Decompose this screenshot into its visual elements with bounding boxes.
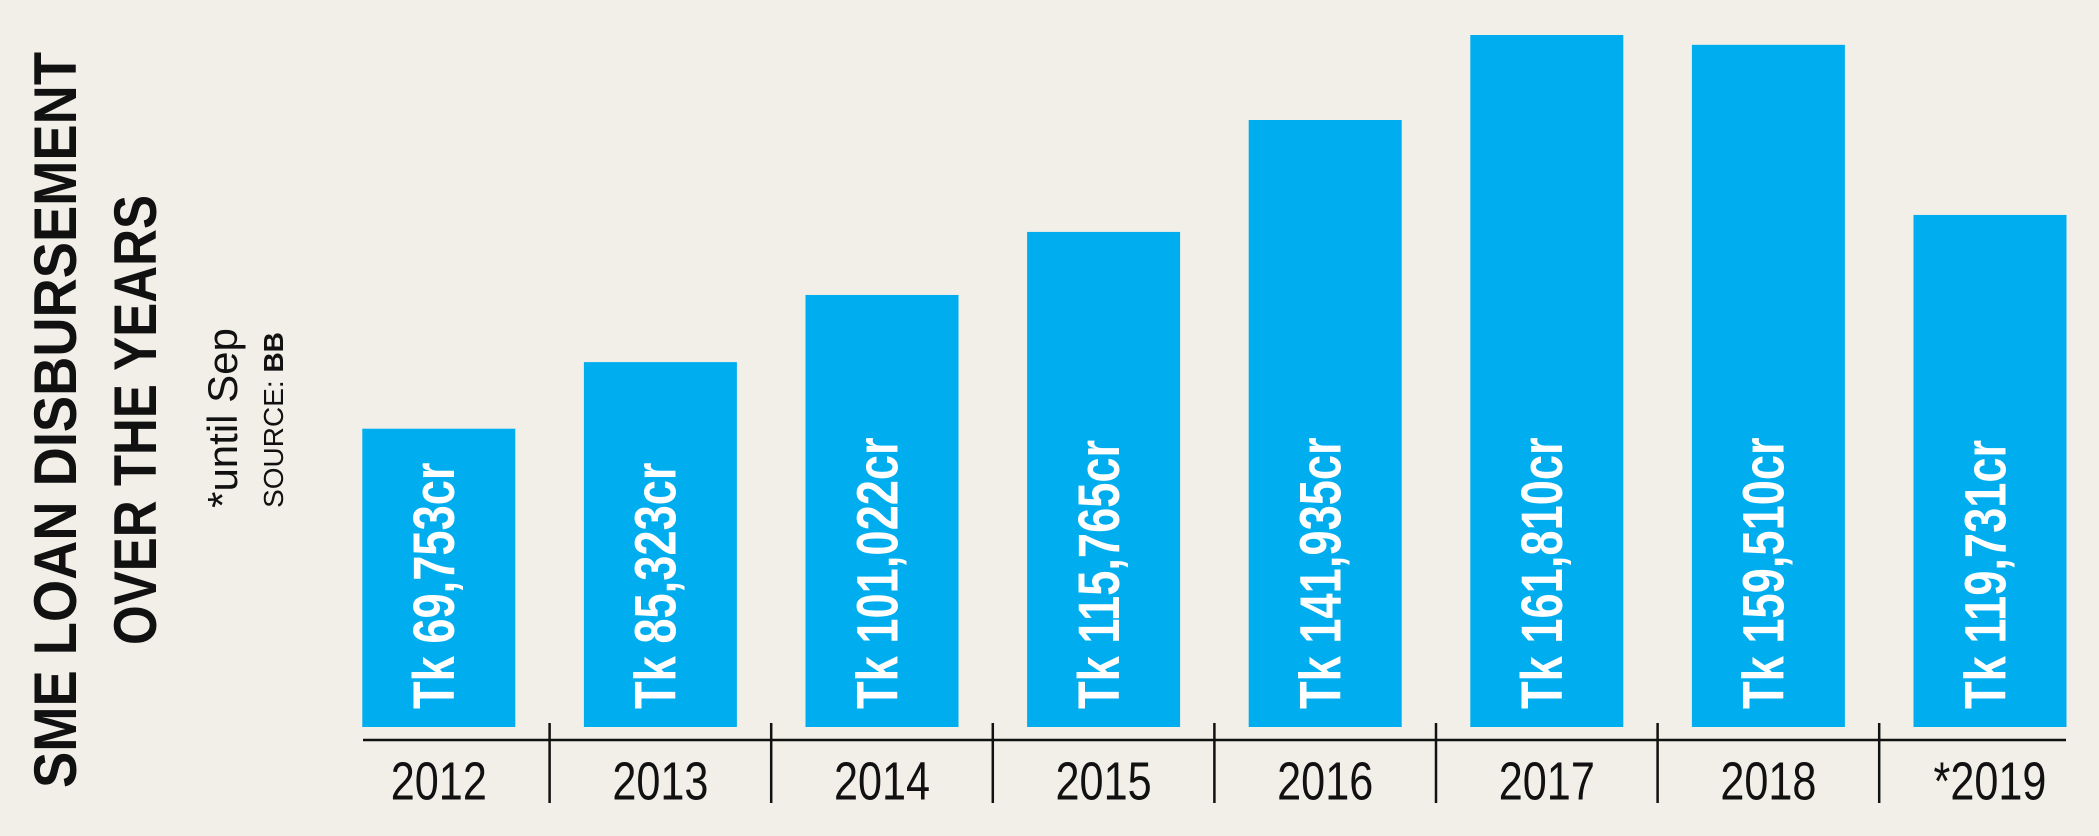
value-label: Tk 119,731cr [1953,440,2018,709]
value-label-group: Tk 101,022cr [845,437,910,709]
value-label-group: Tk 161,810cr [1510,437,1575,709]
value-label: Tk 85,323cr [624,462,689,709]
x-tick-label: *2019 [1934,751,2047,811]
value-label-group: Tk 115,765cr [1067,440,1132,709]
bar [1913,214,2067,727]
value-label: Tk 101,022cr [845,437,910,709]
note: *until Sep [199,328,246,508]
bar [1470,35,1624,727]
value-label: Tk 115,765cr [1067,440,1132,709]
chart-title: OVER THE YEARS [102,195,169,645]
bar [805,294,959,727]
value-label: Tk 141,935cr [1289,437,1354,709]
x-tick-label: 2016 [1277,751,1373,811]
note-group: *until Sep [199,328,246,508]
bar [1248,119,1402,728]
x-tick-label: 2013 [612,751,708,811]
value-label-group: Tk 159,510cr [1732,437,1797,709]
value-label-group: Tk 69,753cr [402,462,467,709]
value-label-group: Tk 119,731cr [1953,440,2018,709]
title-group: SME LOAN DISBURSEMENT OVER THE YEARS [22,52,169,788]
chart-title: SME LOAN DISBURSEMENT [22,52,89,788]
x-tick-label: 2015 [1056,751,1152,811]
x-tick-label: 2012 [391,751,487,811]
value-label: Tk 159,510cr [1732,437,1797,709]
value-label-group: Tk 141,935cr [1289,437,1354,709]
value-label: Tk 69,753cr [402,462,467,709]
source-name: BB [258,332,289,372]
source-label: SOURCE: [258,380,289,508]
bar [362,428,516,727]
x-tick-label: 2018 [1720,751,1816,811]
bar [1027,231,1181,728]
source: SOURCE: BB [258,332,289,508]
value-label: Tk 161,810cr [1510,437,1575,709]
bar [583,362,737,727]
bar [1691,44,1845,727]
value-label-group: Tk 85,323cr [624,462,689,709]
x-tick-label: 2014 [834,751,930,811]
source-group: SOURCE: BB [258,332,289,508]
x-tick-label: 2017 [1499,751,1595,811]
